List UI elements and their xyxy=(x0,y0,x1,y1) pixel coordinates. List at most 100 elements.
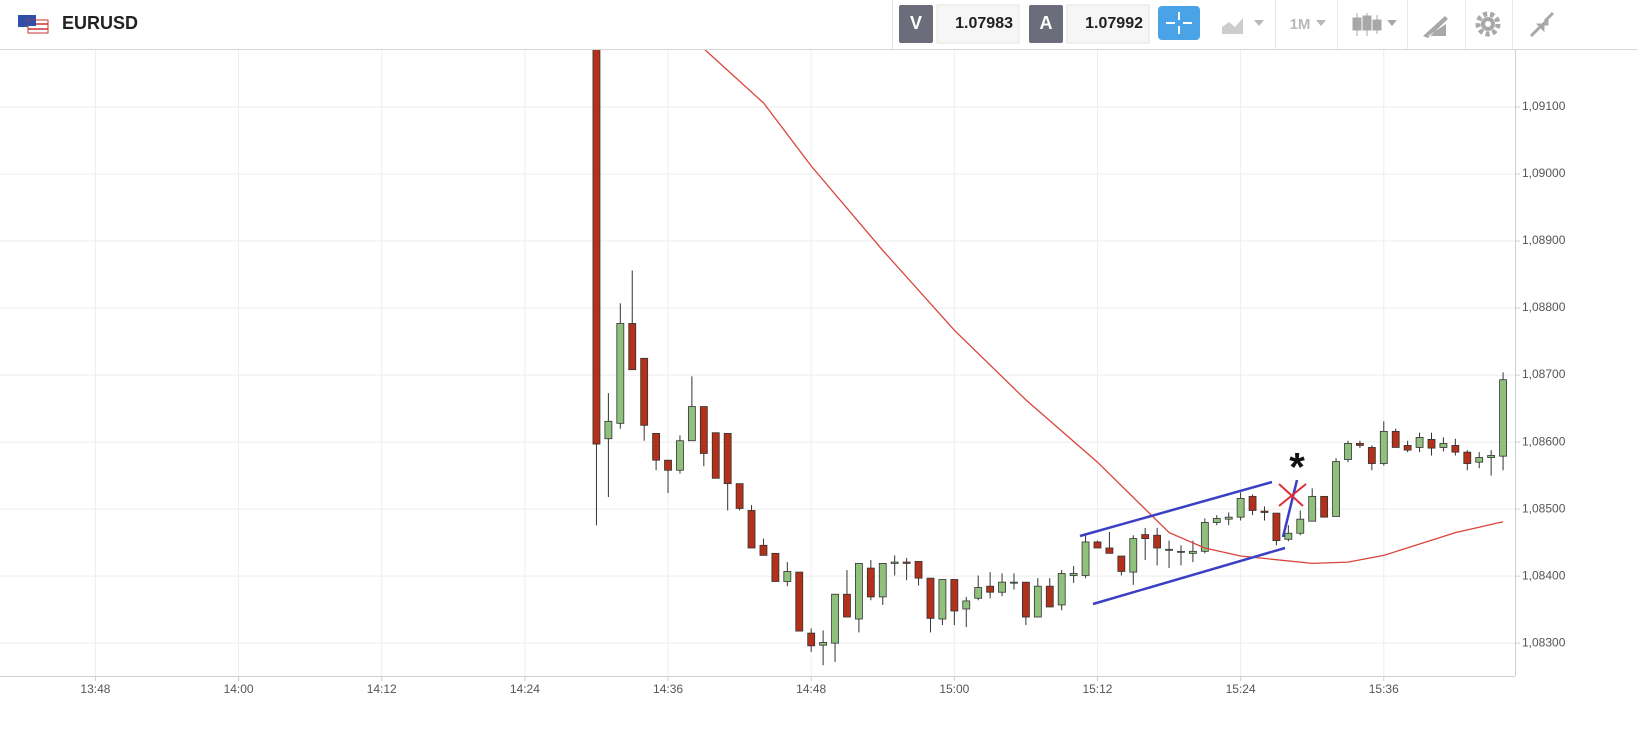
candle-body xyxy=(986,585,995,593)
timeframe[interactable]: 1M xyxy=(1290,16,1311,33)
candle-body xyxy=(1439,443,1448,448)
x-tick-label: 14:12 xyxy=(367,682,397,696)
candle-body xyxy=(711,432,720,479)
candle-body xyxy=(735,483,744,509)
candle-body xyxy=(1332,461,1340,517)
candle-body xyxy=(1045,585,1054,608)
candle-body xyxy=(1260,510,1269,513)
candle-body xyxy=(914,560,923,579)
candle-body xyxy=(771,552,780,582)
candle-body xyxy=(878,563,887,598)
candle-body xyxy=(926,577,935,619)
candle-body xyxy=(1308,495,1317,522)
candle-body xyxy=(854,563,863,620)
channel-drawing xyxy=(1079,479,1299,606)
candle-body xyxy=(1403,445,1412,451)
y-tick-label: 1,08500 xyxy=(1522,501,1566,515)
buy-price[interactable]: 1.07992 xyxy=(1085,15,1143,32)
candle-body xyxy=(1296,518,1305,534)
candle-body xyxy=(1367,447,1376,464)
candle-body xyxy=(1379,430,1388,464)
candle-body xyxy=(998,581,1006,593)
candle-body xyxy=(783,571,792,582)
candle-body xyxy=(1272,512,1281,542)
sell-price[interactable]: 1.07983 xyxy=(955,15,1013,32)
y-tick-label: 1,08600 xyxy=(1522,434,1566,448)
candle-body xyxy=(866,567,875,598)
sell-price-box[interactable] xyxy=(936,4,1020,44)
candle-body xyxy=(962,600,971,610)
candle-body xyxy=(1165,548,1173,551)
candle-body xyxy=(1248,495,1257,511)
moving-average xyxy=(704,50,1504,565)
draw-button[interactable] xyxy=(1423,16,1448,38)
y-tick-label: 1,08300 xyxy=(1522,635,1566,649)
candle-body xyxy=(1391,430,1400,448)
candle-body xyxy=(759,544,768,556)
candle-body xyxy=(676,440,684,471)
candle-body xyxy=(640,357,649,426)
candle-body xyxy=(687,406,696,442)
candle-body xyxy=(1487,455,1496,458)
settings-button[interactable] xyxy=(1475,11,1501,37)
sell-button[interactable] xyxy=(899,5,933,43)
candle-body xyxy=(1200,522,1209,552)
x-tick-label: 14:00 xyxy=(224,682,254,696)
candle-body xyxy=(1153,534,1162,549)
candle-body xyxy=(843,593,851,618)
buy-label[interactable]: A xyxy=(1040,13,1053,33)
candle-body xyxy=(1117,555,1126,572)
cross-marker xyxy=(1278,483,1307,507)
candle-body xyxy=(795,571,804,632)
annotation: * xyxy=(1289,446,1305,490)
candle-body xyxy=(1463,451,1472,464)
candle-body xyxy=(664,459,672,471)
candle-body xyxy=(974,587,983,599)
candle-body xyxy=(699,406,708,454)
candle-body xyxy=(723,432,732,485)
timeframe-caret[interactable] xyxy=(1316,20,1326,26)
sell-label[interactable]: V xyxy=(910,13,922,33)
candle-body xyxy=(1081,541,1090,576)
chart-type-button[interactable] xyxy=(1352,13,1397,36)
candle-body xyxy=(616,323,625,424)
candle-body xyxy=(1129,538,1138,573)
flag xyxy=(18,15,49,34)
x-tick-label: 14:48 xyxy=(796,682,826,696)
candle-body xyxy=(592,50,601,445)
candle-body xyxy=(938,579,947,620)
candle-body xyxy=(831,593,839,644)
x-tick-label: 15:00 xyxy=(939,682,969,696)
y-tick-label: 1,08700 xyxy=(1522,367,1566,381)
candle-body xyxy=(1141,534,1150,540)
candle-body xyxy=(628,323,637,371)
y-tick-label: 1,08400 xyxy=(1522,568,1566,582)
y-tick-label: 1,09100 xyxy=(1522,99,1566,113)
candle-body xyxy=(1499,379,1507,457)
x-tick-label: 13:48 xyxy=(80,682,110,696)
candle-body xyxy=(902,561,911,564)
y-tick-label: 1,08800 xyxy=(1522,300,1566,314)
candle-body xyxy=(1022,581,1030,618)
x-tick-label: 14:24 xyxy=(510,682,540,696)
crosshair-button[interactable] xyxy=(1158,6,1200,40)
candle-body xyxy=(1057,573,1066,606)
candle-body xyxy=(1069,573,1078,576)
candle-body xyxy=(604,420,613,440)
x-tick-label: 15:24 xyxy=(1226,682,1256,696)
candle-body xyxy=(819,642,828,646)
candle-body xyxy=(1344,443,1352,460)
collapse-button[interactable] xyxy=(1529,11,1555,38)
candle-body xyxy=(1320,495,1329,518)
candle-body xyxy=(807,632,816,647)
candle-body xyxy=(1177,550,1185,553)
buy-price-box[interactable] xyxy=(1066,4,1150,44)
symbol: EURUSD xyxy=(62,13,138,33)
candle-body xyxy=(890,561,899,564)
candle-body xyxy=(1010,581,1018,584)
indicator-button[interactable] xyxy=(1222,18,1264,34)
candle-body xyxy=(1224,516,1233,520)
candle-body xyxy=(1236,497,1245,518)
buy-button[interactable] xyxy=(1029,5,1063,43)
candle-body xyxy=(1427,439,1436,449)
